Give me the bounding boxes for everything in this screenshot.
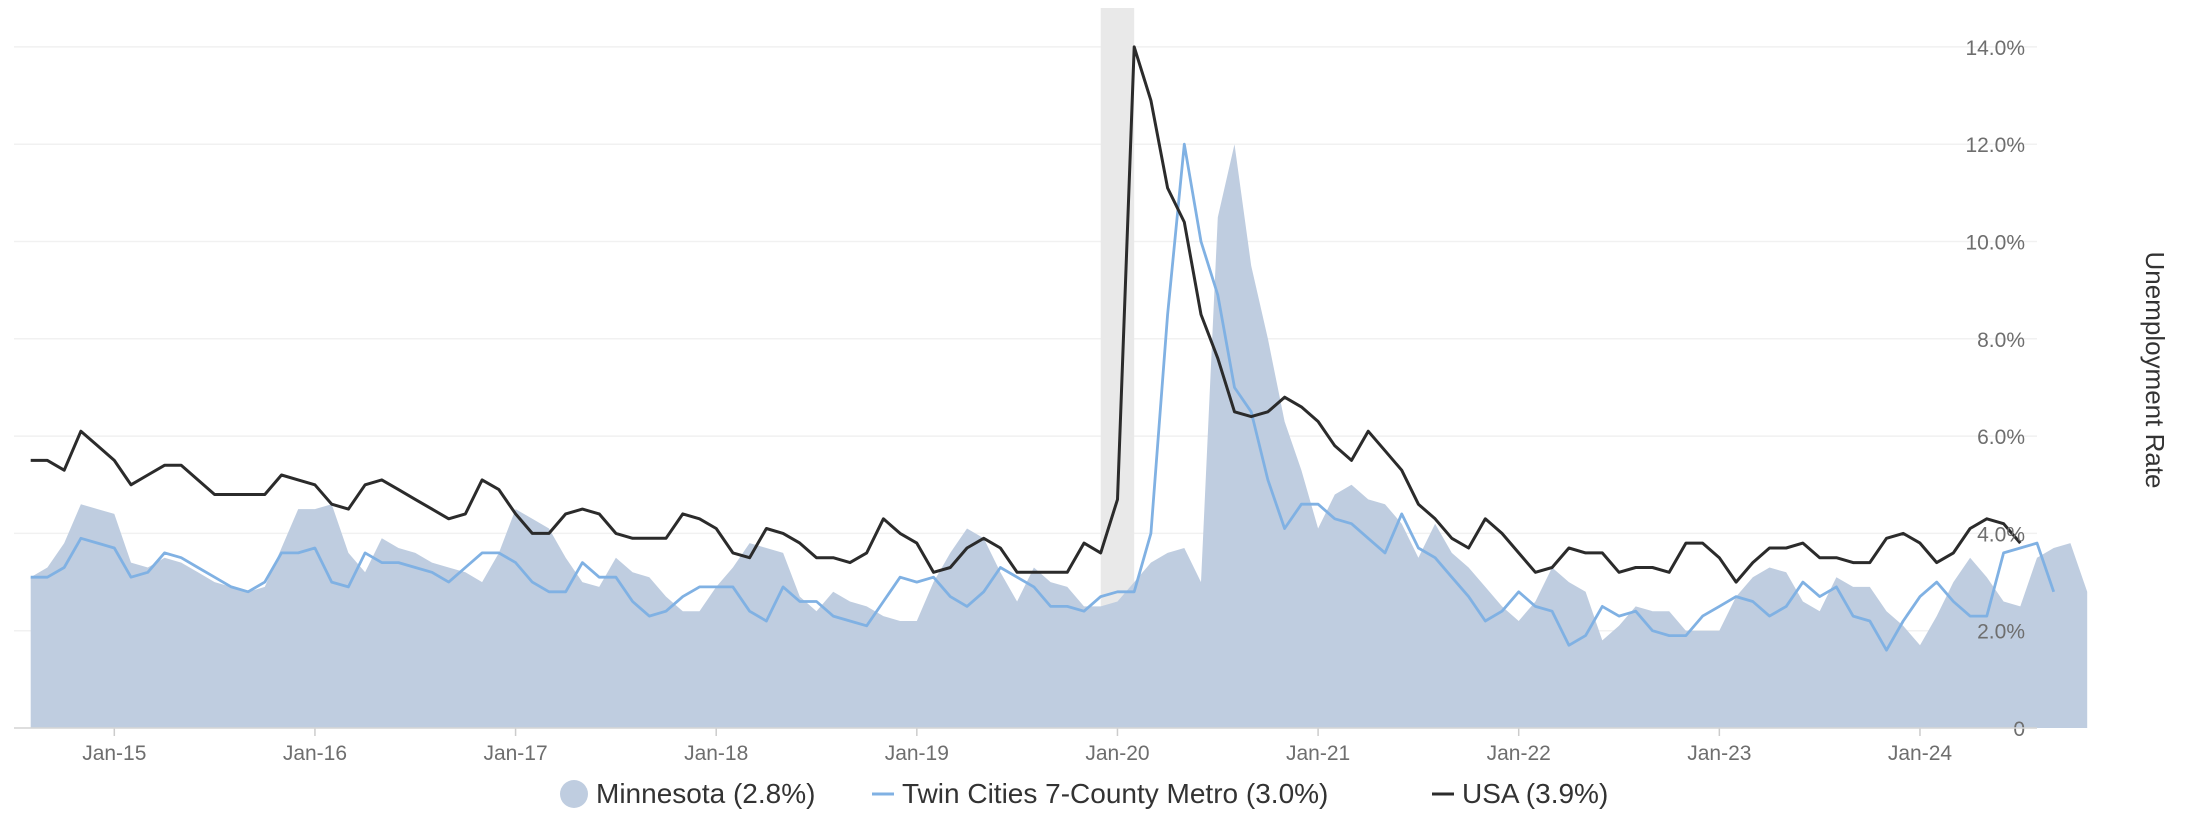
x-axis-ticks: Jan-15 Jan-16 Jan-17 Jan-18 Jan-19 Jan-20 Jan-…: [14, 727, 2037, 765]
series-line-usa: [30, 45, 2022, 584]
legend-label: USA (3.9%): [1462, 778, 1608, 809]
x-tick-label: Jan-20: [1085, 742, 1149, 765]
x-tick-label: Jan-15: [82, 742, 146, 765]
y-axis-ticks: 0 2.0% 4.0% 6.0% 8.0% 10.0% 12.0% 14.0%: [1965, 37, 2025, 741]
y-tick-label: 12.0%: [1965, 134, 2025, 157]
legend-label: Twin Cities 7-County Metro (3.0%): [902, 778, 1328, 809]
y-tick-label: 8.0%: [1977, 329, 2025, 352]
x-tick-label: Jan-18: [684, 742, 748, 765]
legend-label: Minnesota (2.8%): [596, 778, 815, 809]
x-tick-label: Jan-22: [1487, 742, 1551, 765]
series-line-twin-cities: [30, 142, 2056, 652]
x-tick-label: Jan-21: [1286, 742, 1350, 765]
x-tick-label: Jan-17: [483, 742, 547, 765]
x-tick-label: Jan-23: [1687, 742, 1751, 765]
series-area-minnesota: [30, 144, 2088, 728]
y-tick-label: 10.0%: [1965, 232, 2025, 255]
y-tick-label: 2.0%: [1977, 621, 2025, 644]
y-tick-label: 6.0%: [1977, 426, 2025, 449]
y-axis-title: Unemployment Rate: [2140, 252, 2170, 489]
legend: Minnesota (2.8%) Twin Cities 7-County Met…: [560, 778, 1608, 809]
y-tick-label: 14.0%: [1965, 37, 2025, 60]
x-tick-label: Jan-19: [885, 742, 949, 765]
x-tick-label: Jan-16: [283, 742, 347, 765]
y-tick-label: 4.0%: [1977, 523, 2025, 546]
series-lines: [30, 45, 2056, 652]
x-tick-label: Jan-24: [1888, 742, 1953, 765]
minnesota-area: [30, 144, 2088, 728]
y-tick-label: 0: [2013, 718, 2025, 741]
legend-swatch-minnesota: [560, 780, 588, 808]
